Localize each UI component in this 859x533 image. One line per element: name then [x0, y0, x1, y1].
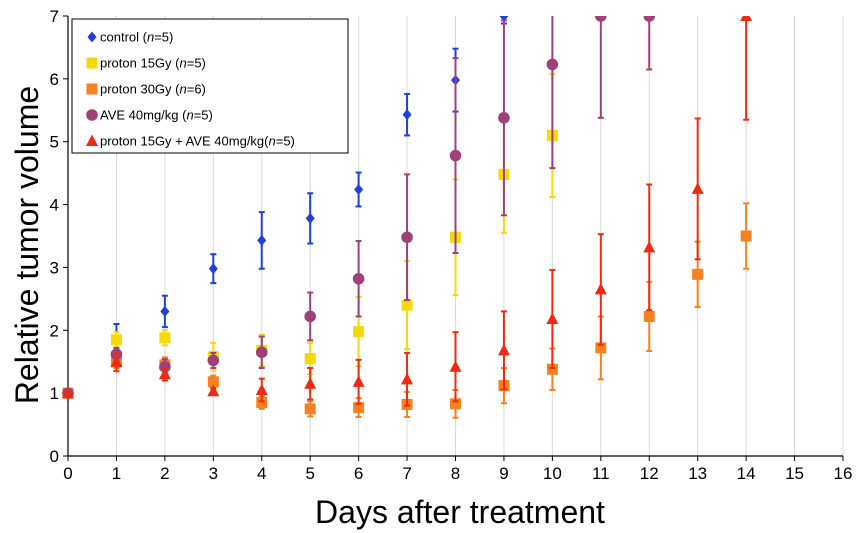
data-point	[498, 112, 510, 124]
y-tick-label: 5	[50, 133, 59, 152]
x-tick-label: 2	[160, 464, 169, 483]
series-proton-15gy-ave-40mg-kg	[62, 16, 753, 407]
x-tick-label: 5	[305, 464, 314, 483]
x-tick-label: 8	[451, 464, 460, 483]
series-ave-40mg-kg	[62, 16, 656, 399]
data-point	[256, 397, 268, 409]
legend-marker	[86, 134, 98, 146]
x-tick-label: 7	[402, 464, 411, 483]
data-point	[594, 282, 607, 295]
y-tick-label: 3	[50, 258, 59, 277]
data-point	[497, 343, 510, 356]
y-tick-labels: 0 1 2 3 4 5 6 7	[50, 7, 59, 466]
data-point	[207, 376, 219, 388]
data-point	[691, 182, 704, 194]
data-point	[401, 231, 413, 244]
data-point	[207, 354, 220, 367]
data-point	[499, 16, 509, 22]
data-point	[353, 402, 365, 414]
legend-label: proton 15Gy (n=5)	[100, 56, 206, 71]
x-tick-label: 10	[543, 464, 562, 483]
data-point	[304, 377, 317, 389]
x-tick-label: 1	[112, 464, 121, 483]
data-point	[595, 342, 607, 354]
data-point	[208, 263, 218, 275]
data-point	[304, 403, 316, 415]
legend: control (n=5) proton 15Gy (n=5) proton 30G…	[71, 18, 349, 154]
data-point	[255, 383, 268, 395]
legend-marker	[86, 83, 98, 95]
y-axis-title: Relative tumor volume	[9, 86, 45, 404]
legend-label: proton 15Gy + AVE 40mg/kg(n=5)	[100, 134, 295, 149]
data-point	[257, 234, 267, 246]
data-point	[595, 16, 607, 22]
data-point	[110, 355, 123, 367]
x-tick-label: 4	[257, 464, 266, 483]
data-point	[450, 398, 461, 410]
data-point	[546, 312, 559, 324]
data-point	[643, 240, 656, 253]
x-tick-label: 9	[499, 464, 508, 483]
data-point	[692, 268, 704, 280]
data-point	[158, 367, 171, 380]
data-point	[449, 149, 462, 162]
x-axis-title: Days after treatment	[315, 494, 605, 530]
data-point	[352, 272, 365, 285]
y-tick-label: 0	[50, 447, 59, 466]
legend-label: control (n=5)	[100, 30, 173, 45]
data-point	[354, 183, 364, 195]
data-point	[449, 360, 462, 372]
x-tick-label: 16	[834, 464, 853, 483]
data-point	[62, 386, 74, 399]
data-point	[402, 109, 412, 121]
data-point	[160, 305, 170, 317]
x-tick-label: 12	[640, 464, 659, 483]
data-point	[401, 299, 413, 311]
data-series	[62, 16, 753, 419]
data-point	[401, 372, 414, 385]
legend-label: proton 30Gy (n=6)	[100, 82, 206, 97]
legend-label: AVE 40mg/kg (n=5)	[100, 108, 213, 123]
data-point	[304, 310, 316, 323]
data-point	[352, 375, 365, 387]
x-tick-label: 0	[63, 464, 72, 483]
axes	[63, 15, 844, 461]
data-point	[159, 332, 171, 344]
y-tick-label: 2	[50, 321, 59, 340]
data-point	[740, 16, 753, 21]
x-tick-label: 15	[785, 464, 804, 483]
y-tick-label: 7	[50, 7, 59, 26]
data-point	[207, 384, 220, 397]
legend-box	[71, 18, 349, 154]
data-point	[304, 353, 316, 365]
data-point	[740, 230, 752, 242]
data-point	[546, 363, 558, 375]
legend-marker	[86, 57, 98, 69]
data-point	[305, 212, 315, 224]
y-tick-label: 4	[50, 196, 59, 215]
data-point	[643, 310, 655, 322]
y-tick-label: 1	[50, 384, 59, 403]
data-point	[255, 346, 268, 359]
legend-marker	[86, 109, 98, 121]
y-tick-label: 6	[50, 70, 59, 89]
legend-marker	[87, 31, 97, 43]
x-tick-label: 3	[209, 464, 218, 483]
data-point	[546, 58, 559, 71]
x-tick-label: 14	[737, 464, 756, 483]
data-point	[159, 360, 171, 373]
data-point	[643, 16, 656, 22]
data-point	[110, 334, 122, 346]
x-tick-label: 13	[688, 464, 707, 483]
data-point	[353, 326, 365, 338]
x-tick-labels: 0 1 2 3 4 5 6 7 8 9 10 11 12 13 14 15 16	[63, 464, 852, 483]
x-tick-label: 11	[592, 464, 610, 483]
x-tick-label: 6	[354, 464, 363, 483]
